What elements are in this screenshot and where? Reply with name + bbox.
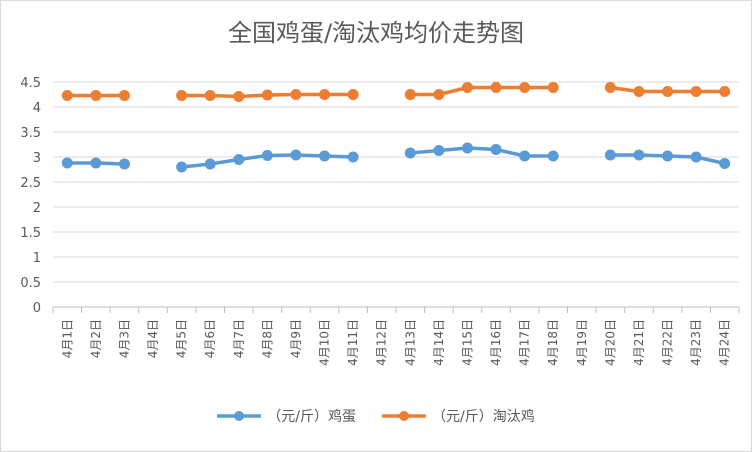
data-point bbox=[347, 89, 359, 100]
x-tick-label: 4月14日 bbox=[432, 319, 446, 366]
data-point bbox=[519, 82, 531, 93]
series-1 bbox=[61, 82, 731, 102]
y-tick-label: 4.5 bbox=[20, 76, 41, 91]
data-point bbox=[433, 145, 445, 156]
y-tick-label: 0.5 bbox=[20, 276, 41, 291]
data-point bbox=[319, 150, 331, 162]
x-tick-label: 4月22日 bbox=[661, 319, 675, 366]
series-0 bbox=[61, 142, 731, 173]
data-point bbox=[290, 89, 302, 100]
legend-item-spent-hen: （元/斤）淘汰鸡 bbox=[382, 406, 535, 426]
data-point bbox=[461, 82, 473, 93]
gridlines bbox=[53, 81, 739, 283]
data-point bbox=[61, 90, 73, 101]
data-point bbox=[261, 89, 273, 101]
legend-swatch-egg bbox=[217, 411, 262, 421]
y-tick-label: 0 bbox=[33, 301, 41, 316]
data-point bbox=[719, 158, 731, 169]
data-point bbox=[404, 147, 416, 159]
x-tick-label: 4月10日 bbox=[318, 319, 332, 366]
x-tick-label: 4月5日 bbox=[175, 319, 189, 358]
data-point bbox=[176, 90, 188, 101]
plot-area: 0 0.5 1 1.5 2 2.5 3 3.5 4 4.5 4月1日 4月2日 4月3日 4月4日 4月5… bbox=[20, 76, 740, 366]
data-point bbox=[233, 154, 245, 165]
x-tick-label: 4月12日 bbox=[375, 319, 389, 366]
legend-item-egg: （元/斤）鸡蛋 bbox=[217, 406, 356, 426]
data-point bbox=[547, 150, 559, 162]
legend: （元/斤）鸡蛋 （元/斤）淘汰鸡 bbox=[1, 406, 751, 426]
chart-title: 全国鸡蛋/淘汰鸡均价走势图 bbox=[227, 19, 525, 47]
x-tick-label: 4月21日 bbox=[632, 319, 646, 366]
data-point bbox=[61, 157, 73, 169]
x-tick-labels: 4月1日 4月2日 4月3日 4月4日 4月5日 4月6日 4月7日 4月8日 4月9日 4月10… bbox=[60, 319, 731, 366]
data-point bbox=[90, 90, 102, 101]
data-point bbox=[319, 89, 331, 100]
data-point bbox=[290, 149, 302, 161]
legend-label-spent-hen: （元/斤）淘汰鸡 bbox=[432, 409, 535, 425]
series-line bbox=[410, 85, 554, 97]
x-tick-label: 4月2日 bbox=[89, 319, 103, 358]
data-point bbox=[118, 158, 130, 170]
x-tick-label: 4月9日 bbox=[289, 319, 303, 358]
data-point bbox=[604, 149, 616, 161]
data-point bbox=[690, 151, 702, 163]
legend-label-egg: （元/斤）鸡蛋 bbox=[267, 409, 356, 425]
series-lines bbox=[61, 82, 731, 173]
x-tick-label: 4月1日 bbox=[60, 319, 74, 358]
x-tick-label: 4月6日 bbox=[203, 319, 217, 358]
x-tick-label: 4月11日 bbox=[346, 319, 360, 366]
data-point bbox=[662, 86, 674, 97]
data-point bbox=[604, 82, 616, 93]
y-tick-label: 3 bbox=[33, 151, 41, 166]
y-tick-labels: 0 0.5 1 1.5 2 2.5 3 3.5 4 4.5 bbox=[20, 76, 41, 316]
x-tick-label: 4月20日 bbox=[603, 319, 617, 366]
data-point bbox=[490, 82, 502, 93]
x-tick-label: 4月24日 bbox=[718, 319, 732, 366]
x-tick-label: 4月7日 bbox=[232, 319, 246, 358]
data-point bbox=[261, 150, 273, 161]
y-tick-label: 1 bbox=[33, 251, 41, 266]
data-point bbox=[433, 89, 445, 100]
data-point bbox=[547, 82, 559, 93]
data-point bbox=[176, 161, 188, 173]
data-point bbox=[490, 144, 502, 155]
x-tick-label: 4月23日 bbox=[689, 319, 703, 366]
x-tick-label: 4月3日 bbox=[117, 319, 131, 358]
x-tick-label: 4月18日 bbox=[546, 319, 560, 366]
data-point bbox=[633, 86, 645, 97]
data-point bbox=[204, 90, 216, 101]
x-tick-label: 4月8日 bbox=[260, 319, 274, 358]
legend-swatch-spent-hen bbox=[382, 411, 426, 421]
x-tick-label: 4月15日 bbox=[460, 319, 474, 366]
x-tick-label: 4月13日 bbox=[403, 319, 417, 366]
data-point bbox=[461, 142, 473, 154]
y-tick-label: 1.5 bbox=[20, 226, 41, 241]
x-tick-label: 4月16日 bbox=[489, 319, 503, 366]
x-tick-label: 4月19日 bbox=[575, 319, 589, 366]
data-point bbox=[519, 150, 531, 162]
y-tick-label: 4 bbox=[33, 101, 41, 116]
data-point bbox=[662, 150, 674, 162]
data-point bbox=[204, 158, 216, 170]
x-tick-label: 4月4日 bbox=[146, 319, 160, 358]
data-point bbox=[118, 90, 130, 101]
data-point bbox=[347, 151, 359, 163]
data-point bbox=[719, 86, 731, 97]
axes bbox=[52, 306, 740, 313]
y-tick-label: 2.5 bbox=[20, 176, 41, 191]
data-point bbox=[90, 157, 102, 169]
data-point bbox=[633, 149, 645, 161]
series-line bbox=[410, 146, 554, 158]
data-point bbox=[233, 91, 245, 102]
y-tick-label: 2 bbox=[33, 201, 41, 216]
data-point bbox=[690, 86, 702, 97]
x-tick-label: 4月17日 bbox=[518, 319, 532, 366]
data-point bbox=[404, 89, 416, 100]
y-tick-label: 3.5 bbox=[20, 126, 41, 141]
